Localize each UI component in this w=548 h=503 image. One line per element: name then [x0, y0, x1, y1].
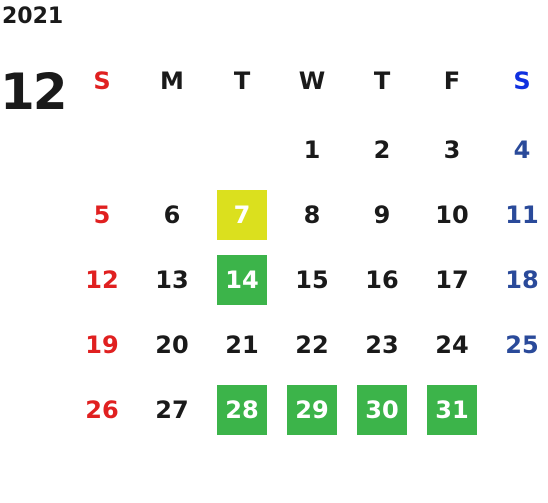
weekday-saturday: S: [513, 67, 531, 95]
day-cell[interactable]: 16: [365, 266, 399, 294]
day-cell[interactable]: 1: [303, 136, 321, 164]
day-cell[interactable]: 19: [85, 331, 119, 359]
day-cell-highlighted[interactable]: 14: [217, 255, 267, 305]
day-cell[interactable]: 24: [435, 331, 469, 359]
day-cell[interactable]: 2: [373, 136, 391, 164]
day-cell-highlighted[interactable]: 28: [217, 385, 267, 435]
day-cell[interactable]: 25: [505, 331, 539, 359]
day-cell[interactable]: 23: [365, 331, 399, 359]
month-label: 12: [0, 63, 68, 121]
day-cell[interactable]: 5: [93, 201, 111, 229]
day-cell[interactable]: 27: [155, 396, 189, 424]
day-cell[interactable]: 8: [303, 201, 321, 229]
day-cell[interactable]: 6: [163, 201, 181, 229]
day-cell[interactable]: 13: [155, 266, 189, 294]
weekday-tuesday: T: [233, 67, 251, 95]
day-cell-highlighted[interactable]: 30: [357, 385, 407, 435]
year-label: 2021: [2, 4, 64, 29]
day-cell-highlighted[interactable]: 7: [217, 190, 267, 240]
day-cell-highlighted[interactable]: 31: [427, 385, 477, 435]
day-cell[interactable]: 15: [295, 266, 329, 294]
day-cell[interactable]: 22: [295, 331, 329, 359]
day-cell[interactable]: 3: [443, 136, 461, 164]
day-cell[interactable]: 20: [155, 331, 189, 359]
day-cell-highlighted[interactable]: 29: [287, 385, 337, 435]
day-cell[interactable]: 10: [435, 201, 469, 229]
day-cell[interactable]: 12: [85, 266, 119, 294]
day-cell[interactable]: 4: [513, 136, 531, 164]
weekday-monday: M: [160, 67, 184, 95]
day-cell[interactable]: 9: [373, 201, 391, 229]
weekday-wednesday: W: [298, 67, 326, 95]
day-cell[interactable]: 21: [225, 331, 259, 359]
weekday-thursday: T: [373, 67, 391, 95]
day-cell[interactable]: 26: [85, 396, 119, 424]
day-cell[interactable]: 11: [505, 201, 539, 229]
day-cell[interactable]: 18: [505, 266, 539, 294]
weekday-friday: F: [443, 67, 461, 95]
day-cell[interactable]: 17: [435, 266, 469, 294]
weekday-sunday: S: [93, 67, 111, 95]
